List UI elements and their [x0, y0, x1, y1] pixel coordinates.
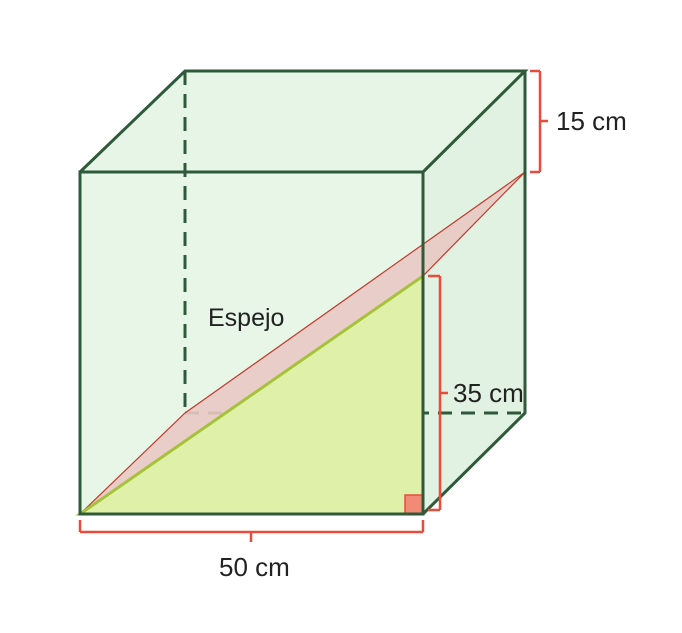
- dimension-15cm: [530, 69, 548, 174]
- label-50cm: 50 cm: [219, 552, 290, 582]
- dimension-50cm: [78, 520, 425, 542]
- right-angle-square-icon: [404, 494, 424, 515]
- cube-top-face: [80, 71, 525, 172]
- label-35cm: 35 cm: [453, 378, 524, 408]
- dimension-35cm: [428, 274, 448, 512]
- label-espejo: Espejo: [208, 304, 284, 332]
- cube-right-face: [423, 71, 525, 514]
- label-15cm: 15 cm: [556, 106, 627, 136]
- cube-top-edges: [78, 69, 529, 174]
- cube-right-edges: [421, 71, 527, 516]
